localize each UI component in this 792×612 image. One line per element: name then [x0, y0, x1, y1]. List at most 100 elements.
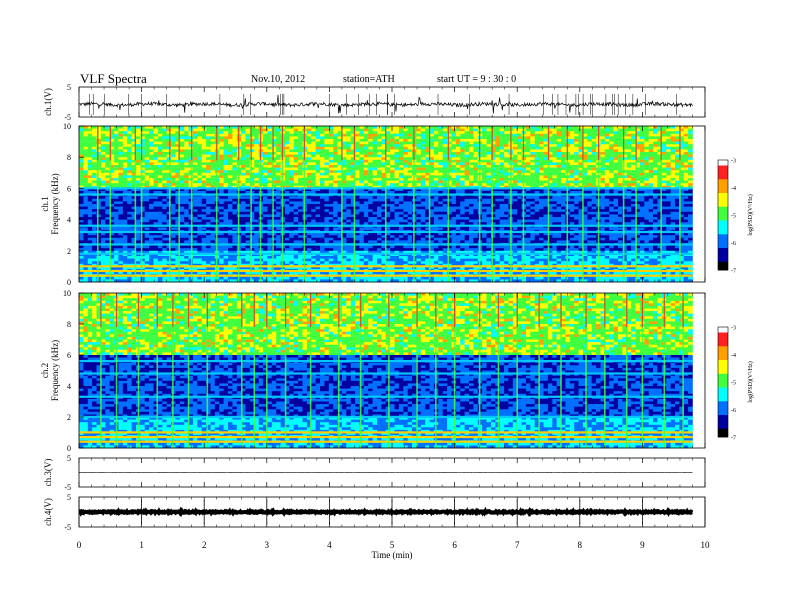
burst-line	[478, 126, 481, 282]
panel-3-ylabel: Frequency (kHz)	[50, 340, 60, 401]
burst-line	[172, 293, 174, 448]
colorbar-segment	[718, 387, 728, 391]
burst-line	[284, 293, 287, 448]
colorbar-segment	[718, 234, 728, 238]
colorbar-label: log(PSD)(V²/Hz)	[747, 194, 754, 235]
burst-peak	[187, 293, 190, 328]
x-tick-label: 0	[77, 540, 82, 550]
burst-line	[259, 126, 262, 282]
burst-peak	[516, 293, 518, 328]
colorbar-segment	[718, 237, 728, 241]
colorbar-segment	[718, 395, 728, 399]
burst-peak	[660, 126, 662, 161]
y-tick-label: 8	[67, 153, 71, 162]
x-tick-label: 7	[515, 540, 520, 550]
frequency-band	[79, 415, 693, 418]
burst-line	[281, 126, 284, 282]
colorbar-segment	[718, 165, 728, 169]
colorbar-segment	[718, 365, 728, 369]
colorbar-segment	[718, 431, 728, 435]
burst-line	[582, 126, 584, 282]
burst-line	[478, 293, 481, 448]
burst-peak	[597, 126, 600, 161]
colorbar-segment	[718, 179, 728, 183]
burst-peak	[447, 126, 449, 161]
colorbar-segment	[718, 338, 728, 342]
burst-line	[388, 293, 390, 448]
colorbar-segment	[718, 368, 728, 372]
burst-line	[453, 293, 456, 448]
frequency-band	[79, 431, 693, 434]
colorbar-segment	[718, 412, 728, 416]
panel-2-channel-label: ch.1	[40, 196, 50, 211]
colorbar-segment	[718, 187, 728, 191]
y-tick-label: 5	[67, 454, 71, 463]
burst-line	[353, 126, 356, 282]
panel-2-ylabel: Frequency (kHz)	[50, 173, 60, 234]
colorbar-segment	[718, 160, 728, 164]
frequency-band	[79, 360, 693, 363]
frequency-band	[79, 435, 693, 439]
colorbar-segment	[718, 346, 728, 350]
burst-peak	[172, 293, 174, 328]
burst-peak	[360, 293, 362, 328]
burst-line	[447, 126, 450, 282]
burst-peak	[109, 126, 111, 161]
colorbar-segment	[718, 371, 728, 375]
burst-peak	[416, 293, 418, 328]
y-tick-label: 6	[67, 351, 71, 360]
burst-line	[384, 126, 387, 282]
colorbar-segment	[718, 248, 728, 252]
burst-line	[597, 126, 600, 282]
burst-peak	[310, 293, 312, 328]
panel-5-trace	[78, 506, 694, 518]
burst-line	[156, 293, 159, 448]
colorbar-segment	[718, 393, 728, 397]
burst-peak	[560, 293, 562, 328]
burst-peak	[479, 126, 481, 161]
figure-title: VLF Spectra	[80, 71, 147, 86]
colorbar-segment	[718, 379, 728, 383]
colorbar-label: log(PSD)(V²/Hz)	[747, 361, 754, 402]
burst-peak	[353, 126, 356, 161]
colorbar-segment	[718, 343, 728, 347]
colorbar-segment	[718, 376, 728, 380]
colorbar-segment	[718, 171, 728, 175]
frequency-band	[79, 372, 693, 375]
y-tick-label: -5	[64, 113, 71, 122]
colorbar-segment	[718, 426, 728, 430]
burst-peak	[178, 126, 180, 161]
burst-line	[491, 126, 493, 282]
colorbar-segment	[718, 398, 728, 402]
burst-line	[413, 126, 415, 282]
burst-line	[497, 293, 500, 448]
burst-line	[206, 293, 209, 448]
colorbar-segment	[718, 190, 728, 194]
y-tick-label: 5	[67, 83, 71, 92]
burst-line	[547, 126, 550, 282]
burst-peak	[250, 126, 252, 161]
burst-line	[560, 293, 562, 448]
colorbar-tick-label: -3	[731, 326, 736, 332]
colorbar-segment	[718, 384, 728, 388]
panel-4-ylabel: ch.3(V)	[43, 459, 53, 487]
colorbar-tick-label: -6	[731, 408, 736, 414]
colorbar-tick-label: -6	[731, 241, 736, 247]
panel-3-channel-label: ch.2	[40, 363, 50, 378]
burst-line	[272, 126, 274, 282]
colorbar-segment	[718, 340, 728, 344]
burst-peak	[510, 126, 512, 161]
colorbar-segment	[718, 415, 728, 419]
burst-peak	[241, 293, 243, 328]
burst-peak	[284, 293, 287, 328]
burst-peak	[156, 293, 158, 328]
colorbar-segment	[718, 404, 728, 408]
x-tick-label: 8	[578, 540, 583, 550]
colorbar-segment	[718, 327, 728, 331]
burst-line	[635, 126, 637, 282]
burst-peak	[272, 126, 274, 161]
burst-line	[137, 293, 140, 448]
colorbar-segment	[718, 217, 728, 221]
burst-line	[660, 126, 662, 282]
panel-1-ylabel: ch.1(V)	[43, 88, 53, 116]
